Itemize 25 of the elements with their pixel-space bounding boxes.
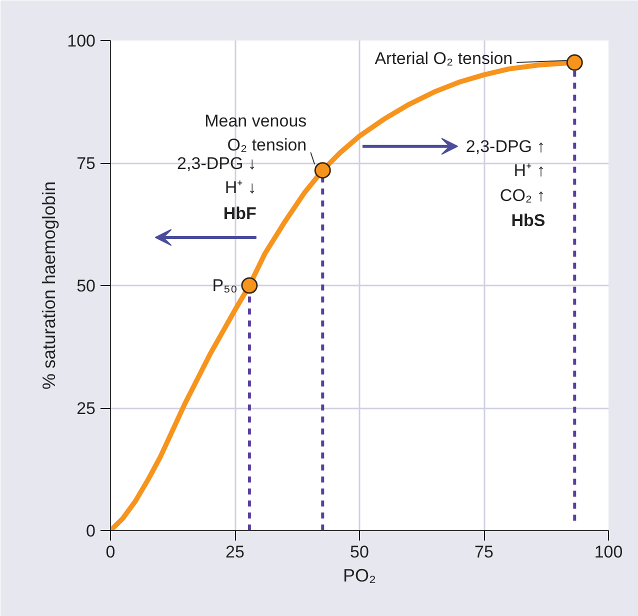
x-tick-label: 50 — [350, 542, 369, 562]
point — [241, 277, 258, 294]
y-tick-label: 50 — [76, 276, 96, 296]
annotation: HbF — [223, 204, 256, 223]
point — [566, 54, 583, 71]
y-tick-label: 25 — [76, 399, 96, 418]
annotation: CO₂ ↑ — [500, 186, 546, 205]
annotation: H⁺ ↓ — [224, 178, 256, 197]
annotation: Arterial O₂ tension — [374, 49, 513, 68]
y-tick-label: 100 — [67, 32, 96, 50]
x-tick-label: 0 — [106, 542, 116, 562]
annotation: P₅₀ — [212, 276, 238, 295]
annotation: 2,3-DPG ↓ — [177, 154, 256, 173]
y-tick-label: 0 — [86, 522, 96, 540]
x-tick-label: 100 — [594, 542, 623, 562]
point — [314, 162, 331, 179]
y-tick-label: 75 — [76, 154, 96, 173]
annotation: HbS — [511, 210, 546, 230]
x-axis-title: PO₂ — [343, 566, 376, 586]
annotation: 2,3-DPG ↑ — [466, 136, 546, 156]
y-axis-title: % saturation haemoglobin — [39, 181, 60, 390]
x-tick-label: 25 — [226, 542, 244, 562]
x-tick-label: 75 — [474, 542, 494, 562]
annotation: H⁺ ↑ — [514, 160, 546, 180]
annotation: Mean venous O₂ tension — [204, 112, 307, 154]
